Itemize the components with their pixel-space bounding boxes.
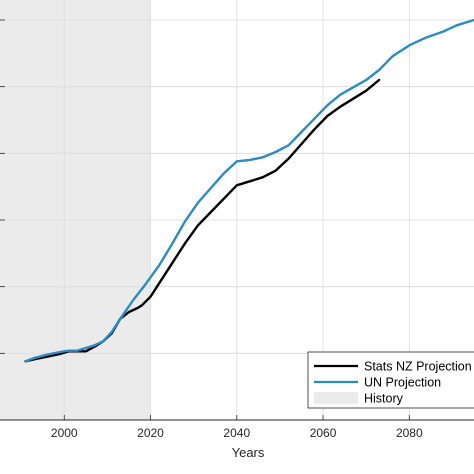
x-tick-label-2020: 2020 (137, 426, 164, 440)
x-tick-label-2000: 2000 (51, 426, 78, 440)
x-tick-label-2060: 2060 (310, 426, 337, 440)
x-axis-label: Years (232, 445, 265, 460)
legend-label-un: UN Projection (364, 376, 441, 390)
x-tick-label-2040: 2040 (223, 426, 250, 440)
history-band (0, 0, 151, 420)
series-line-un (24, 18, 474, 363)
legend-swatch-history (314, 392, 358, 404)
x-tick-label-2080: 2080 (396, 426, 423, 440)
legend: Stats NZ Projection UN Projection Histor… (307, 351, 474, 409)
legend-label-history: History (364, 392, 404, 406)
legend-label-stats-nz: Stats NZ Projection (364, 360, 472, 374)
series-line-stats-nz (24, 78, 381, 363)
